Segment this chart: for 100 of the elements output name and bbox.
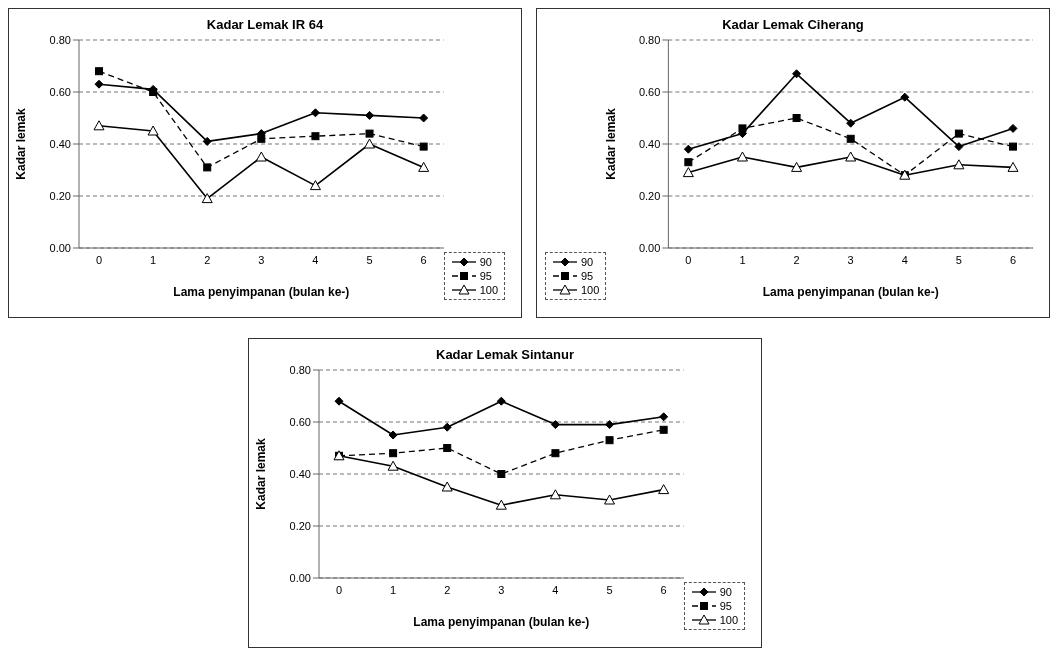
x-axis-title: Lama penyimpanan (bulan ke-) xyxy=(413,615,590,629)
x-tick-label: 1 xyxy=(390,583,397,596)
x-tick-label: 1 xyxy=(739,253,746,266)
legend-label: 95 xyxy=(581,270,594,282)
y-tick-label: 0.00 xyxy=(49,241,71,254)
point xyxy=(658,484,670,495)
x-axis-title: Lama penyimpanan (bulan ke-) xyxy=(762,285,939,299)
point xyxy=(497,470,506,478)
point xyxy=(659,412,669,422)
x-tick-label: 5 xyxy=(606,583,613,596)
point xyxy=(549,489,561,500)
point xyxy=(605,420,615,430)
y-tick-label: 0.80 xyxy=(49,33,71,46)
point xyxy=(900,92,910,102)
y-tick-label: 0.20 xyxy=(289,519,311,532)
x-tick-label: 0 xyxy=(95,253,103,266)
x-tick-label: 5 xyxy=(366,253,373,266)
point xyxy=(257,134,266,143)
point xyxy=(954,129,963,138)
legend-label: 100 xyxy=(581,284,600,296)
point xyxy=(551,449,560,458)
point xyxy=(846,118,856,128)
point xyxy=(310,108,320,118)
legend-label: 100 xyxy=(479,284,498,296)
x-tick-label: 0 xyxy=(685,253,692,266)
x-tick-label: 5 xyxy=(955,253,962,266)
x-tick-label: 4 xyxy=(312,253,319,266)
point xyxy=(255,151,267,162)
point xyxy=(418,161,430,172)
point xyxy=(1009,142,1017,151)
point xyxy=(309,180,321,191)
point xyxy=(1007,161,1019,172)
x-tick-label: 2 xyxy=(444,583,451,596)
x-tick-label: 2 xyxy=(793,253,800,266)
point xyxy=(364,138,376,149)
point xyxy=(386,430,398,440)
point xyxy=(550,420,560,430)
point xyxy=(495,499,507,510)
point xyxy=(736,151,748,162)
y-axis-title: Kadar lemak xyxy=(254,437,269,510)
point xyxy=(953,159,965,170)
x-tick-label: 3 xyxy=(258,253,265,266)
legend-label: 90 xyxy=(719,586,732,598)
x-tick-label: 0 xyxy=(335,583,343,596)
point xyxy=(389,449,398,458)
x-tick-label: 4 xyxy=(901,253,908,266)
point xyxy=(93,120,105,131)
chart-title: Kadar Lemak Ciherang xyxy=(721,17,865,32)
point xyxy=(201,193,213,204)
legend-label: 90 xyxy=(479,256,492,268)
x-tick-label: 3 xyxy=(847,253,854,266)
y-tick-label: 0.00 xyxy=(638,241,661,254)
point xyxy=(604,494,616,505)
point xyxy=(791,161,803,172)
legend-label: 95 xyxy=(479,270,492,282)
y-tick-label: 0.80 xyxy=(289,363,311,376)
y-tick-label: 0.40 xyxy=(289,467,311,480)
chart-title: Kadar Lemak Sintanur xyxy=(435,347,575,362)
point xyxy=(683,144,693,154)
point xyxy=(419,113,429,123)
point xyxy=(202,136,212,146)
x-tick-label: 2 xyxy=(204,253,211,266)
point xyxy=(419,142,428,151)
point xyxy=(95,67,103,76)
point xyxy=(311,132,320,141)
y-tick-label: 0.40 xyxy=(49,137,71,150)
point xyxy=(94,79,104,89)
y-tick-label: 0.00 xyxy=(289,571,311,584)
x-tick-label: 3 xyxy=(498,583,505,596)
y-axis-title: Kadar lemak xyxy=(603,107,618,180)
point xyxy=(954,142,964,152)
point xyxy=(684,158,693,167)
point xyxy=(792,114,801,122)
x-tick-label: 4 xyxy=(552,583,559,596)
x-axis-title: Lama penyimpanan (bulan ke-) xyxy=(173,285,350,299)
legend-label: 90 xyxy=(581,256,594,268)
point xyxy=(365,110,375,120)
point xyxy=(334,396,344,406)
y-tick-label: 0.40 xyxy=(638,137,661,150)
x-tick-label: 1 xyxy=(150,253,157,266)
point xyxy=(496,396,506,406)
point xyxy=(443,444,452,452)
point xyxy=(846,134,855,143)
point xyxy=(682,167,694,178)
chart-title: Kadar Lemak IR 64 xyxy=(205,17,325,32)
point xyxy=(442,422,452,432)
y-tick-label: 0.60 xyxy=(49,85,71,98)
legend-label: 100 xyxy=(719,614,738,626)
x-tick-label: 6 xyxy=(660,583,667,596)
y-tick-label: 0.20 xyxy=(638,189,661,202)
y-tick-label: 0.60 xyxy=(638,85,661,98)
point xyxy=(659,425,668,434)
y-axis-title: Kadar lemak xyxy=(14,107,29,180)
point xyxy=(1008,123,1018,133)
point xyxy=(147,125,159,136)
point xyxy=(387,460,399,471)
point xyxy=(605,436,614,445)
point xyxy=(845,151,857,162)
x-tick-label: 6 xyxy=(1009,253,1017,266)
point xyxy=(149,88,158,96)
